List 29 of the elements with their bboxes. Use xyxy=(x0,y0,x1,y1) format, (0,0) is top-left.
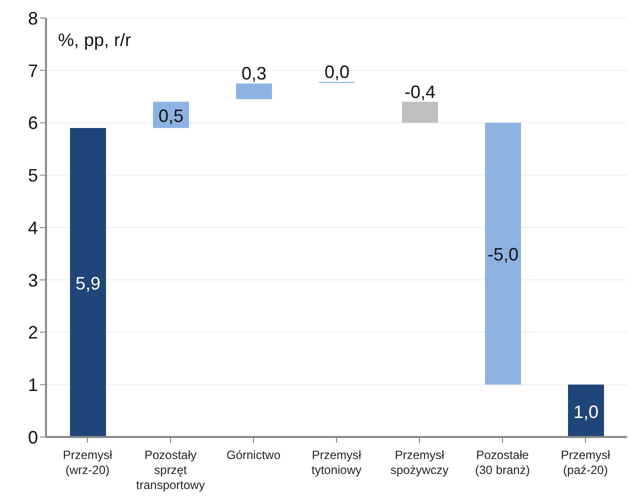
y-tick-label: 8 xyxy=(28,8,38,28)
y-tick-label: 5 xyxy=(28,166,38,186)
bar xyxy=(402,102,438,123)
y-tick-label: 3 xyxy=(28,270,38,290)
data-label: -5,0 xyxy=(487,244,519,265)
bar xyxy=(70,128,106,437)
y-tick-label: 7 xyxy=(28,60,38,81)
y-tick-label: 1 xyxy=(28,375,38,396)
bar xyxy=(485,122,521,385)
data-label: 0,0 xyxy=(324,62,350,82)
y-tick-label: 0 xyxy=(28,427,38,448)
data-label: 0,3 xyxy=(241,63,267,84)
data-label: 1,0 xyxy=(573,402,599,422)
bar xyxy=(236,83,272,100)
y-tick-label: 4 xyxy=(28,218,38,238)
bar xyxy=(568,384,604,437)
x-tick-label: Przemysł (wrz-20) xyxy=(62,448,112,477)
data-label: -0,4 xyxy=(404,82,436,102)
data-label: 5,9 xyxy=(75,273,101,294)
y-tick-label: 2 xyxy=(28,322,38,343)
data-label: 0,5 xyxy=(158,106,184,126)
y-tick-label: 6 xyxy=(28,113,38,134)
x-tick-label: Przemysł tytoniowy xyxy=(311,448,362,477)
y-axis-title: %, pp, r/r xyxy=(58,30,132,51)
x-tick-label: Górnictwo xyxy=(226,448,281,462)
x-tick-label: Przemysł (paź-20) xyxy=(560,448,610,477)
x-tick-label: Przemysł spożywczy xyxy=(390,448,449,477)
x-tick-label: Pozostały sprzęt transportowy xyxy=(136,448,205,492)
x-tick-label: Pozostałe (30 branż) xyxy=(475,448,530,477)
